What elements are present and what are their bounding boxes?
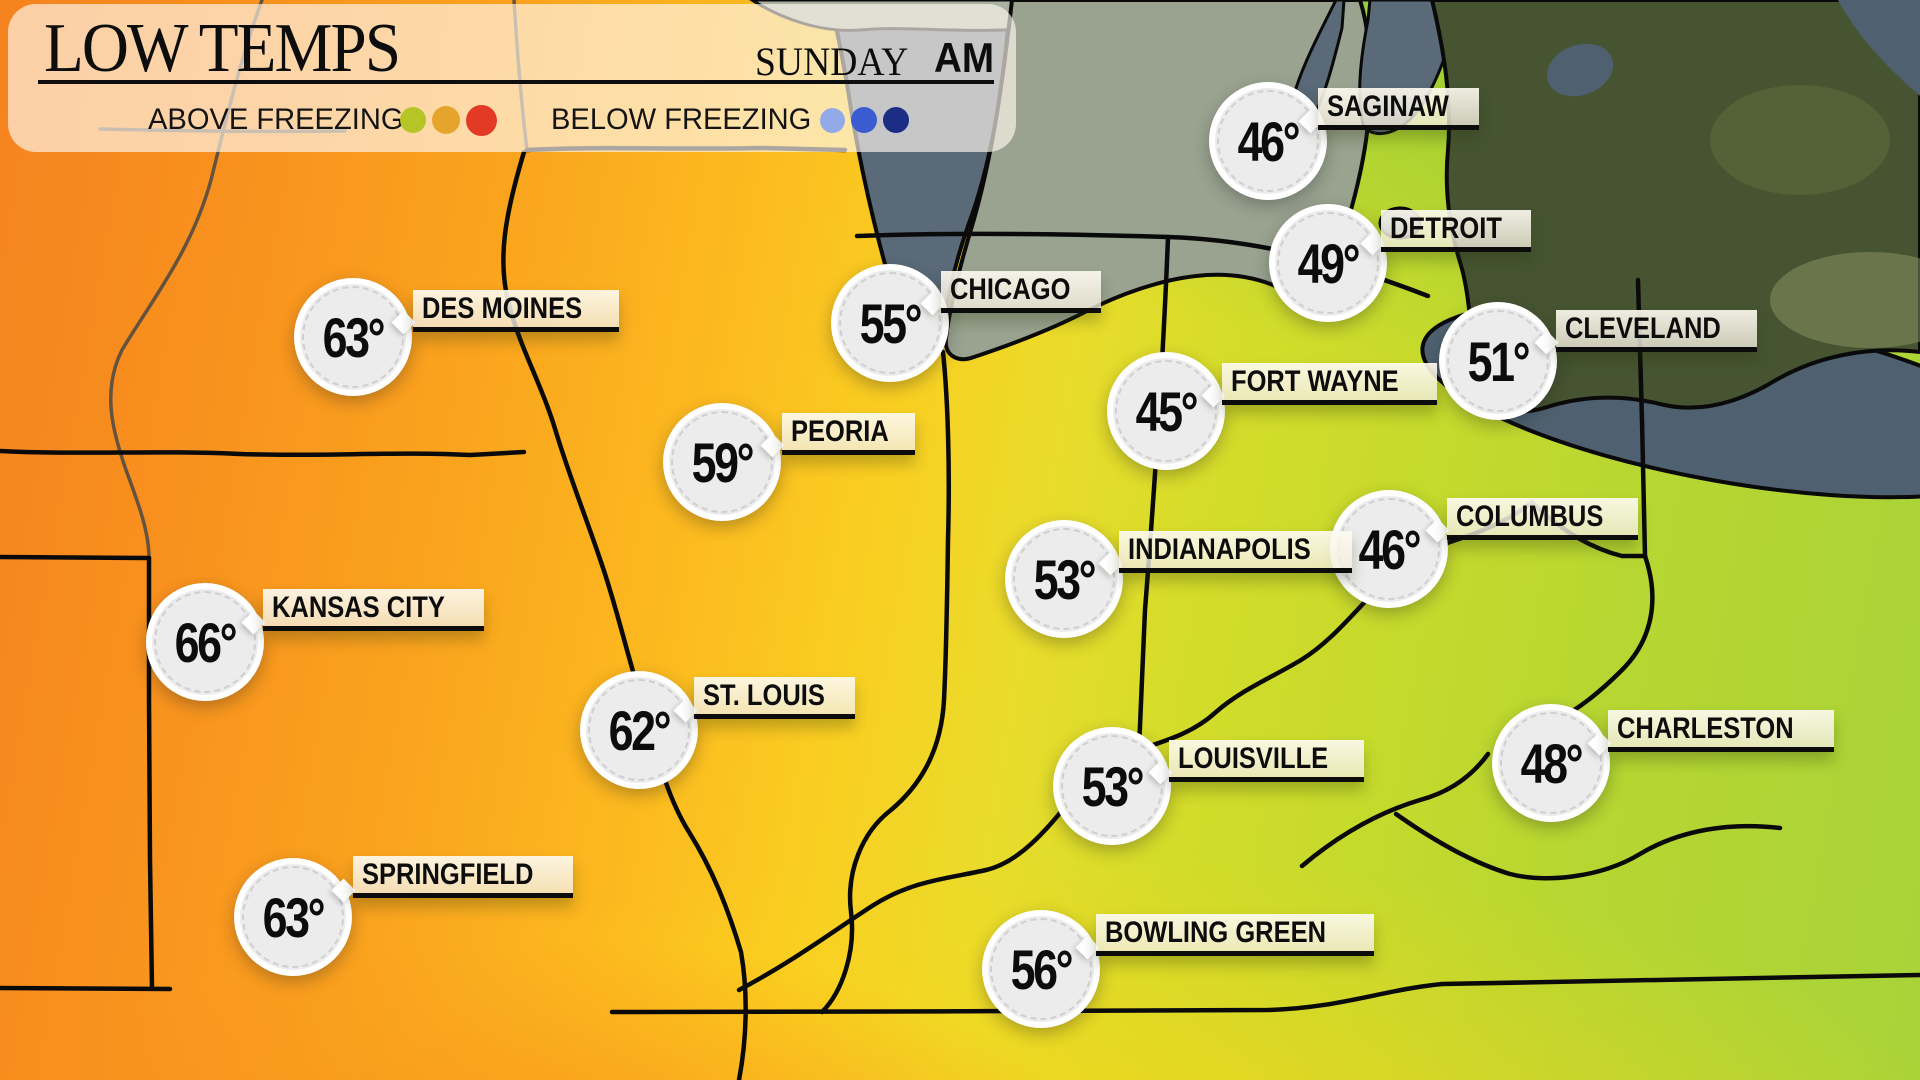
- city-name: CHARLESTON: [1617, 712, 1794, 745]
- temp-bubble: 66°: [146, 583, 264, 701]
- temp-bubble: 63°: [294, 278, 412, 396]
- temp-bubble: 55°: [831, 264, 949, 382]
- top-right-water: [1838, 0, 1920, 96]
- temp-value: 46°: [1237, 109, 1301, 173]
- city-name: FORT WAYNE: [1231, 365, 1399, 398]
- city-name: DES MOINES: [422, 292, 583, 325]
- freeze-scale-dot: [400, 107, 426, 133]
- city-label: FORT WAYNE: [1222, 363, 1438, 405]
- temp-bubble: 45°: [1107, 352, 1225, 470]
- temp-bubble: 62°: [580, 671, 698, 789]
- temp-value: 51°: [1467, 329, 1531, 393]
- temp-value: 53°: [1033, 547, 1097, 611]
- temp-bubble: 46°: [1209, 82, 1327, 200]
- city-name: INDIANAPOLIS: [1128, 533, 1311, 566]
- page-title: LOW TEMPS: [44, 10, 401, 87]
- temp-value: 55°: [859, 291, 923, 355]
- city-label: KANSAS CITY: [263, 589, 485, 631]
- city-label: COLUMBUS: [1447, 498, 1639, 540]
- canada-terrain-patch: [1770, 252, 1920, 348]
- temp-value: 59°: [691, 430, 755, 494]
- city-name: COLUMBUS: [1456, 500, 1604, 533]
- temp-value: 63°: [262, 885, 326, 949]
- temp-bubble: 49°: [1269, 204, 1387, 322]
- city-name: ST. LOUIS: [703, 679, 825, 712]
- legend-above-freezing: ABOVE FREEZING: [148, 103, 404, 136]
- canada-terrain-patch: [1710, 85, 1890, 195]
- temp-value: 49°: [1297, 231, 1361, 295]
- day-label: SUNDAY: [755, 39, 909, 84]
- city-label: CLEVELAND: [1556, 310, 1758, 352]
- temp-bubble: 48°: [1492, 704, 1610, 822]
- temp-value: 66°: [174, 610, 238, 674]
- city-name: KANSAS CITY: [272, 591, 445, 624]
- temp-bubble: 53°: [1005, 520, 1123, 638]
- city-label: CHICAGO: [941, 271, 1101, 313]
- city-name: PEORIA: [791, 415, 889, 448]
- city-name: SAGINAW: [1327, 90, 1449, 123]
- freeze-scale-dot: [883, 107, 909, 133]
- header-panel: LOW TEMPS SUNDAY AM ABOVE FREEZING BELOW…: [8, 4, 1016, 152]
- temp-value: 62°: [608, 698, 672, 762]
- temp-bubble: 53°: [1053, 727, 1171, 845]
- city-label: CHARLESTON: [1608, 710, 1834, 752]
- city-name: CLEVELAND: [1565, 312, 1721, 345]
- city-label: LOUISVILLE: [1169, 740, 1364, 782]
- city-label: DETROIT: [1381, 210, 1531, 252]
- temp-bubble: 59°: [663, 403, 781, 521]
- freeze-scale-dot: [820, 107, 845, 133]
- city-name: BOWLING GREEN: [1105, 916, 1326, 949]
- georgian-bay: [1546, 43, 1614, 97]
- city-label: PEORIA: [782, 413, 916, 455]
- temp-bubble: 63°: [234, 858, 352, 976]
- city-label: INDIANAPOLIS: [1119, 531, 1353, 573]
- freeze-scale-dot: [851, 107, 877, 133]
- temp-bubble: 51°: [1439, 302, 1557, 420]
- city-name: DETROIT: [1390, 212, 1502, 245]
- city-name: LOUISVILLE: [1178, 742, 1329, 775]
- header-underline: [38, 80, 994, 84]
- city-label: SAGINAW: [1318, 88, 1480, 130]
- city-name: CHICAGO: [950, 273, 1071, 306]
- temp-value: 56°: [1010, 937, 1074, 1001]
- freeze-scale-dot: [432, 106, 460, 134]
- temp-value: 48°: [1520, 731, 1584, 795]
- city-label: SPRINGFIELD: [353, 856, 573, 898]
- city-name: SPRINGFIELD: [362, 858, 534, 891]
- legend-below-freezing: BELOW FREEZING: [551, 103, 812, 136]
- temp-value: 46°: [1358, 517, 1422, 581]
- freeze-scale-dot: [466, 104, 497, 136]
- period-label: AM: [934, 34, 995, 81]
- temp-bubble: 56°: [982, 910, 1100, 1028]
- city-label: ST. LOUIS: [694, 677, 856, 719]
- temp-value: 63°: [322, 305, 386, 369]
- temp-value: 45°: [1135, 379, 1199, 443]
- city-label: BOWLING GREEN: [1096, 914, 1374, 956]
- temp-value: 53°: [1081, 754, 1145, 818]
- city-label: DES MOINES: [413, 290, 620, 332]
